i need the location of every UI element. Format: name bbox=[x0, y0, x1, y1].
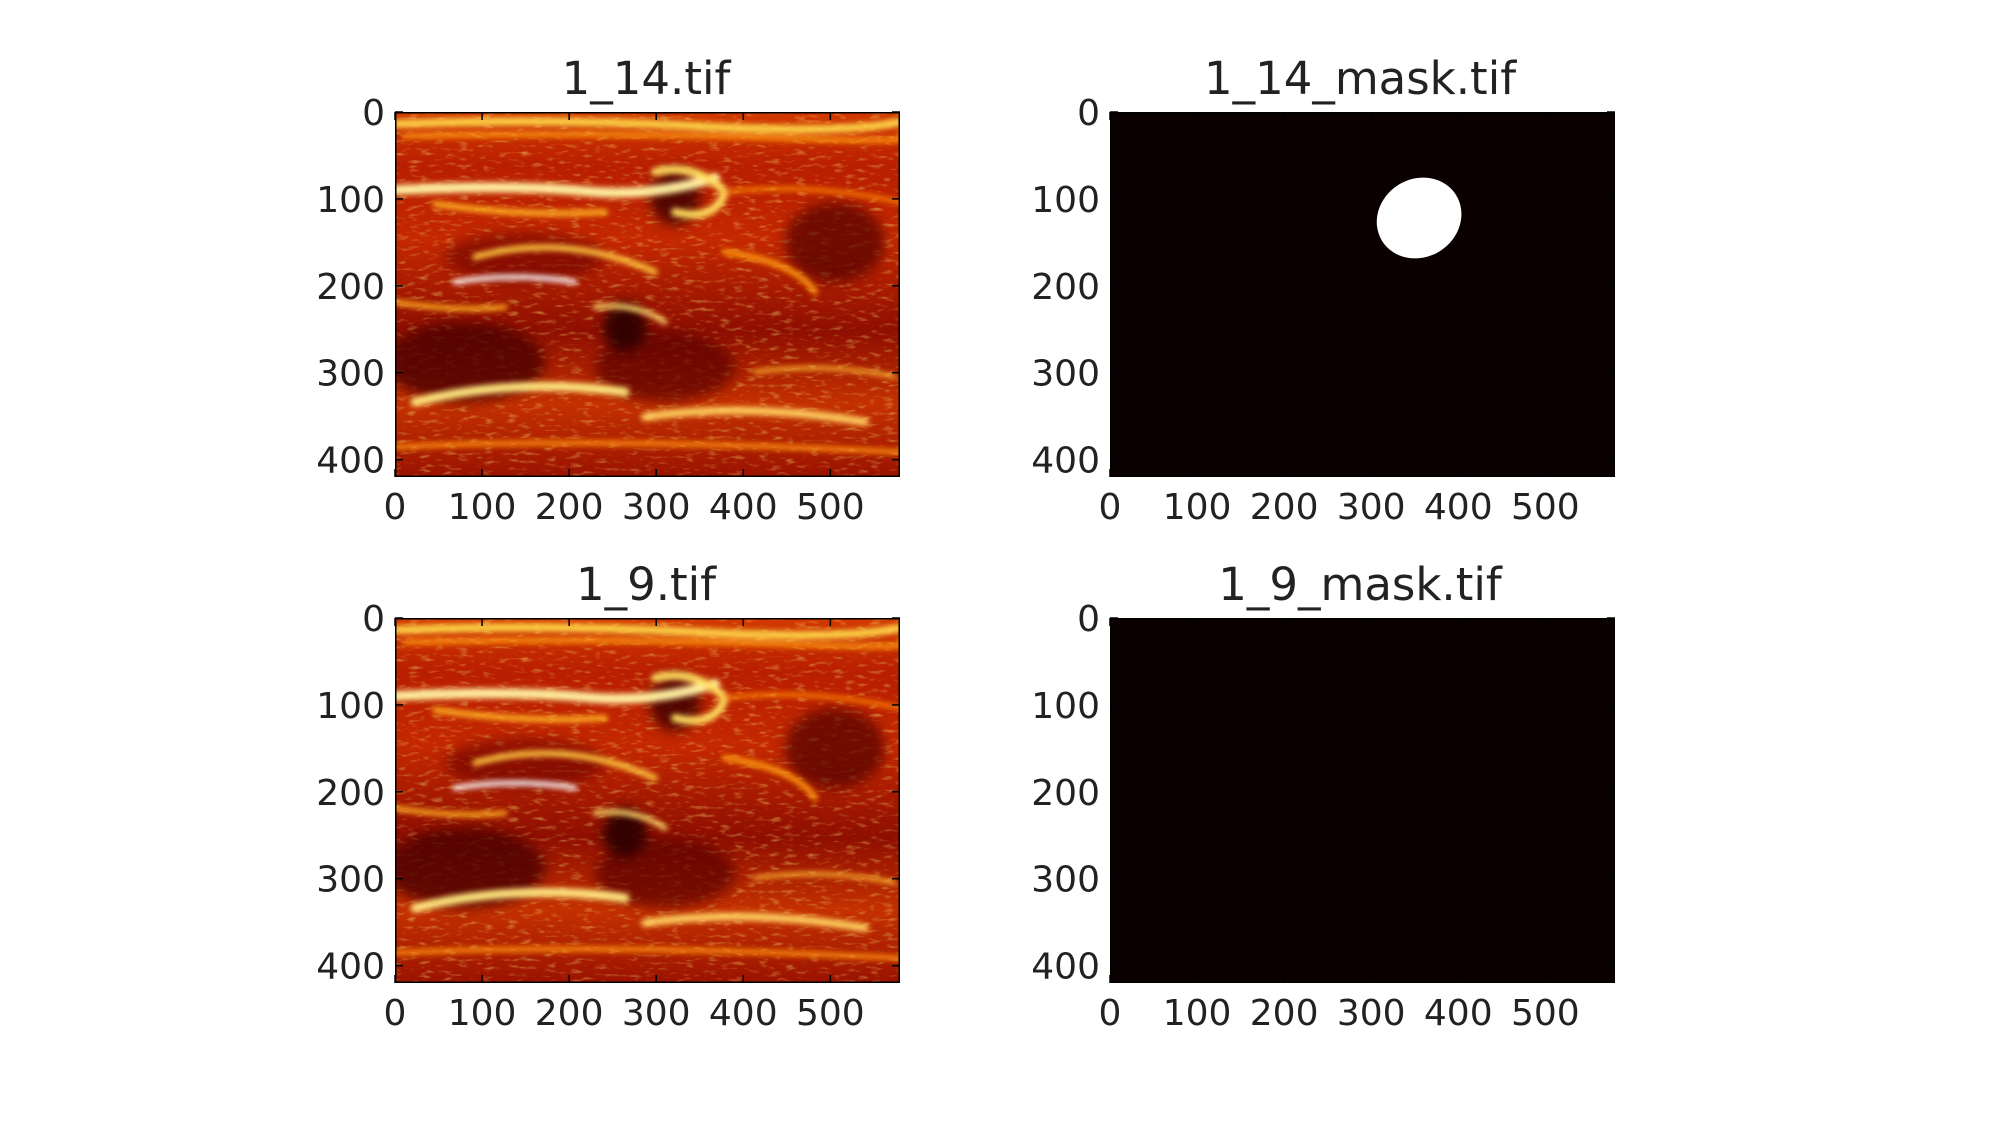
panel-title: 1_9.tif bbox=[576, 558, 717, 611]
y-tick-label: 0 bbox=[1077, 93, 1100, 134]
x-tick-label: 400 bbox=[709, 487, 778, 528]
x-tick-label: 300 bbox=[1337, 993, 1406, 1034]
image-area bbox=[395, 112, 900, 477]
y-tick-label: 100 bbox=[1031, 180, 1100, 221]
x-tick-label: 300 bbox=[622, 993, 691, 1034]
x-tick-label: 100 bbox=[1163, 487, 1232, 528]
y-tick-label: 100 bbox=[1031, 686, 1100, 727]
y-tick-label: 300 bbox=[316, 354, 385, 395]
panel-1-9-tif: 1_9.tif bbox=[316, 558, 900, 1034]
y-tick-label: 400 bbox=[1031, 441, 1100, 482]
image-area bbox=[1110, 618, 1615, 983]
panel-title: 1_14.tif bbox=[562, 52, 732, 105]
x-tick-label: 400 bbox=[1424, 993, 1493, 1034]
y-tick-label: 0 bbox=[362, 599, 385, 640]
x-tick-label: 100 bbox=[1163, 993, 1232, 1034]
x-tick-label: 500 bbox=[1511, 487, 1580, 528]
x-axis: 0 100 200 300 400 500 bbox=[1099, 618, 1580, 1034]
x-tick-label: 100 bbox=[448, 993, 517, 1034]
x-tick-label: 400 bbox=[1424, 487, 1493, 528]
x-tick-label: 500 bbox=[796, 487, 865, 528]
mask-region bbox=[1376, 177, 1462, 259]
y-tick-label: 200 bbox=[1031, 773, 1100, 814]
y-axis: 0 100 200 300 400 bbox=[316, 93, 900, 482]
y-tick-label: 0 bbox=[362, 93, 385, 134]
y-tick-label: 200 bbox=[1031, 267, 1100, 308]
x-axis: 0 100 200 300 400 500 bbox=[384, 618, 865, 1034]
x-tick-label: 0 bbox=[1099, 993, 1122, 1034]
x-axis: 0 100 200 300 400 500 bbox=[384, 112, 865, 528]
y-tick-label: 100 bbox=[316, 180, 385, 221]
x-tick-label: 500 bbox=[1511, 993, 1580, 1034]
x-tick-label: 200 bbox=[535, 993, 604, 1034]
panel-1-14-mask-tif: 1_14_mask.tif 0 100 200 300 400 500 0 100 200 30… bbox=[1031, 52, 1615, 528]
x-tick-label: 300 bbox=[622, 487, 691, 528]
x-tick-label: 200 bbox=[1250, 993, 1319, 1034]
x-tick-label: 300 bbox=[1337, 487, 1406, 528]
y-axis: 0 100 200 300 400 bbox=[1031, 93, 1615, 482]
y-tick-label: 200 bbox=[316, 267, 385, 308]
x-tick-label: 500 bbox=[796, 993, 865, 1034]
y-tick-label: 300 bbox=[316, 860, 385, 901]
x-tick-label: 200 bbox=[1250, 487, 1319, 528]
x-tick-label: 0 bbox=[384, 487, 407, 528]
panel-1-9-mask-tif: 1_9_mask.tif 0 100 200 300 400 500 0 100 200 300… bbox=[1031, 558, 1615, 1034]
y-tick-label: 100 bbox=[316, 686, 385, 727]
y-axis: 0 100 200 300 400 bbox=[1031, 599, 1615, 988]
x-axis: 0 100 200 300 400 500 bbox=[1099, 112, 1580, 528]
image-area bbox=[1110, 112, 1615, 477]
panel-title: 1_14_mask.tif bbox=[1204, 52, 1517, 105]
y-tick-label: 400 bbox=[1031, 947, 1100, 988]
x-tick-label: 100 bbox=[448, 487, 517, 528]
y-tick-label: 400 bbox=[316, 947, 385, 988]
x-tick-label: 0 bbox=[384, 993, 407, 1034]
y-tick-label: 300 bbox=[1031, 860, 1100, 901]
panel-title: 1_9_mask.tif bbox=[1218, 558, 1503, 611]
x-tick-label: 200 bbox=[535, 487, 604, 528]
y-tick-label: 300 bbox=[1031, 354, 1100, 395]
y-tick-label: 400 bbox=[316, 441, 385, 482]
panel-1-14-tif: 1_14.tif bbox=[316, 52, 900, 528]
image-area bbox=[395, 618, 900, 983]
x-tick-label: 400 bbox=[709, 993, 778, 1034]
y-axis: 0 100 200 300 400 bbox=[316, 599, 900, 988]
x-tick-label: 0 bbox=[1099, 487, 1122, 528]
y-tick-label: 0 bbox=[1077, 599, 1100, 640]
y-tick-label: 200 bbox=[316, 773, 385, 814]
